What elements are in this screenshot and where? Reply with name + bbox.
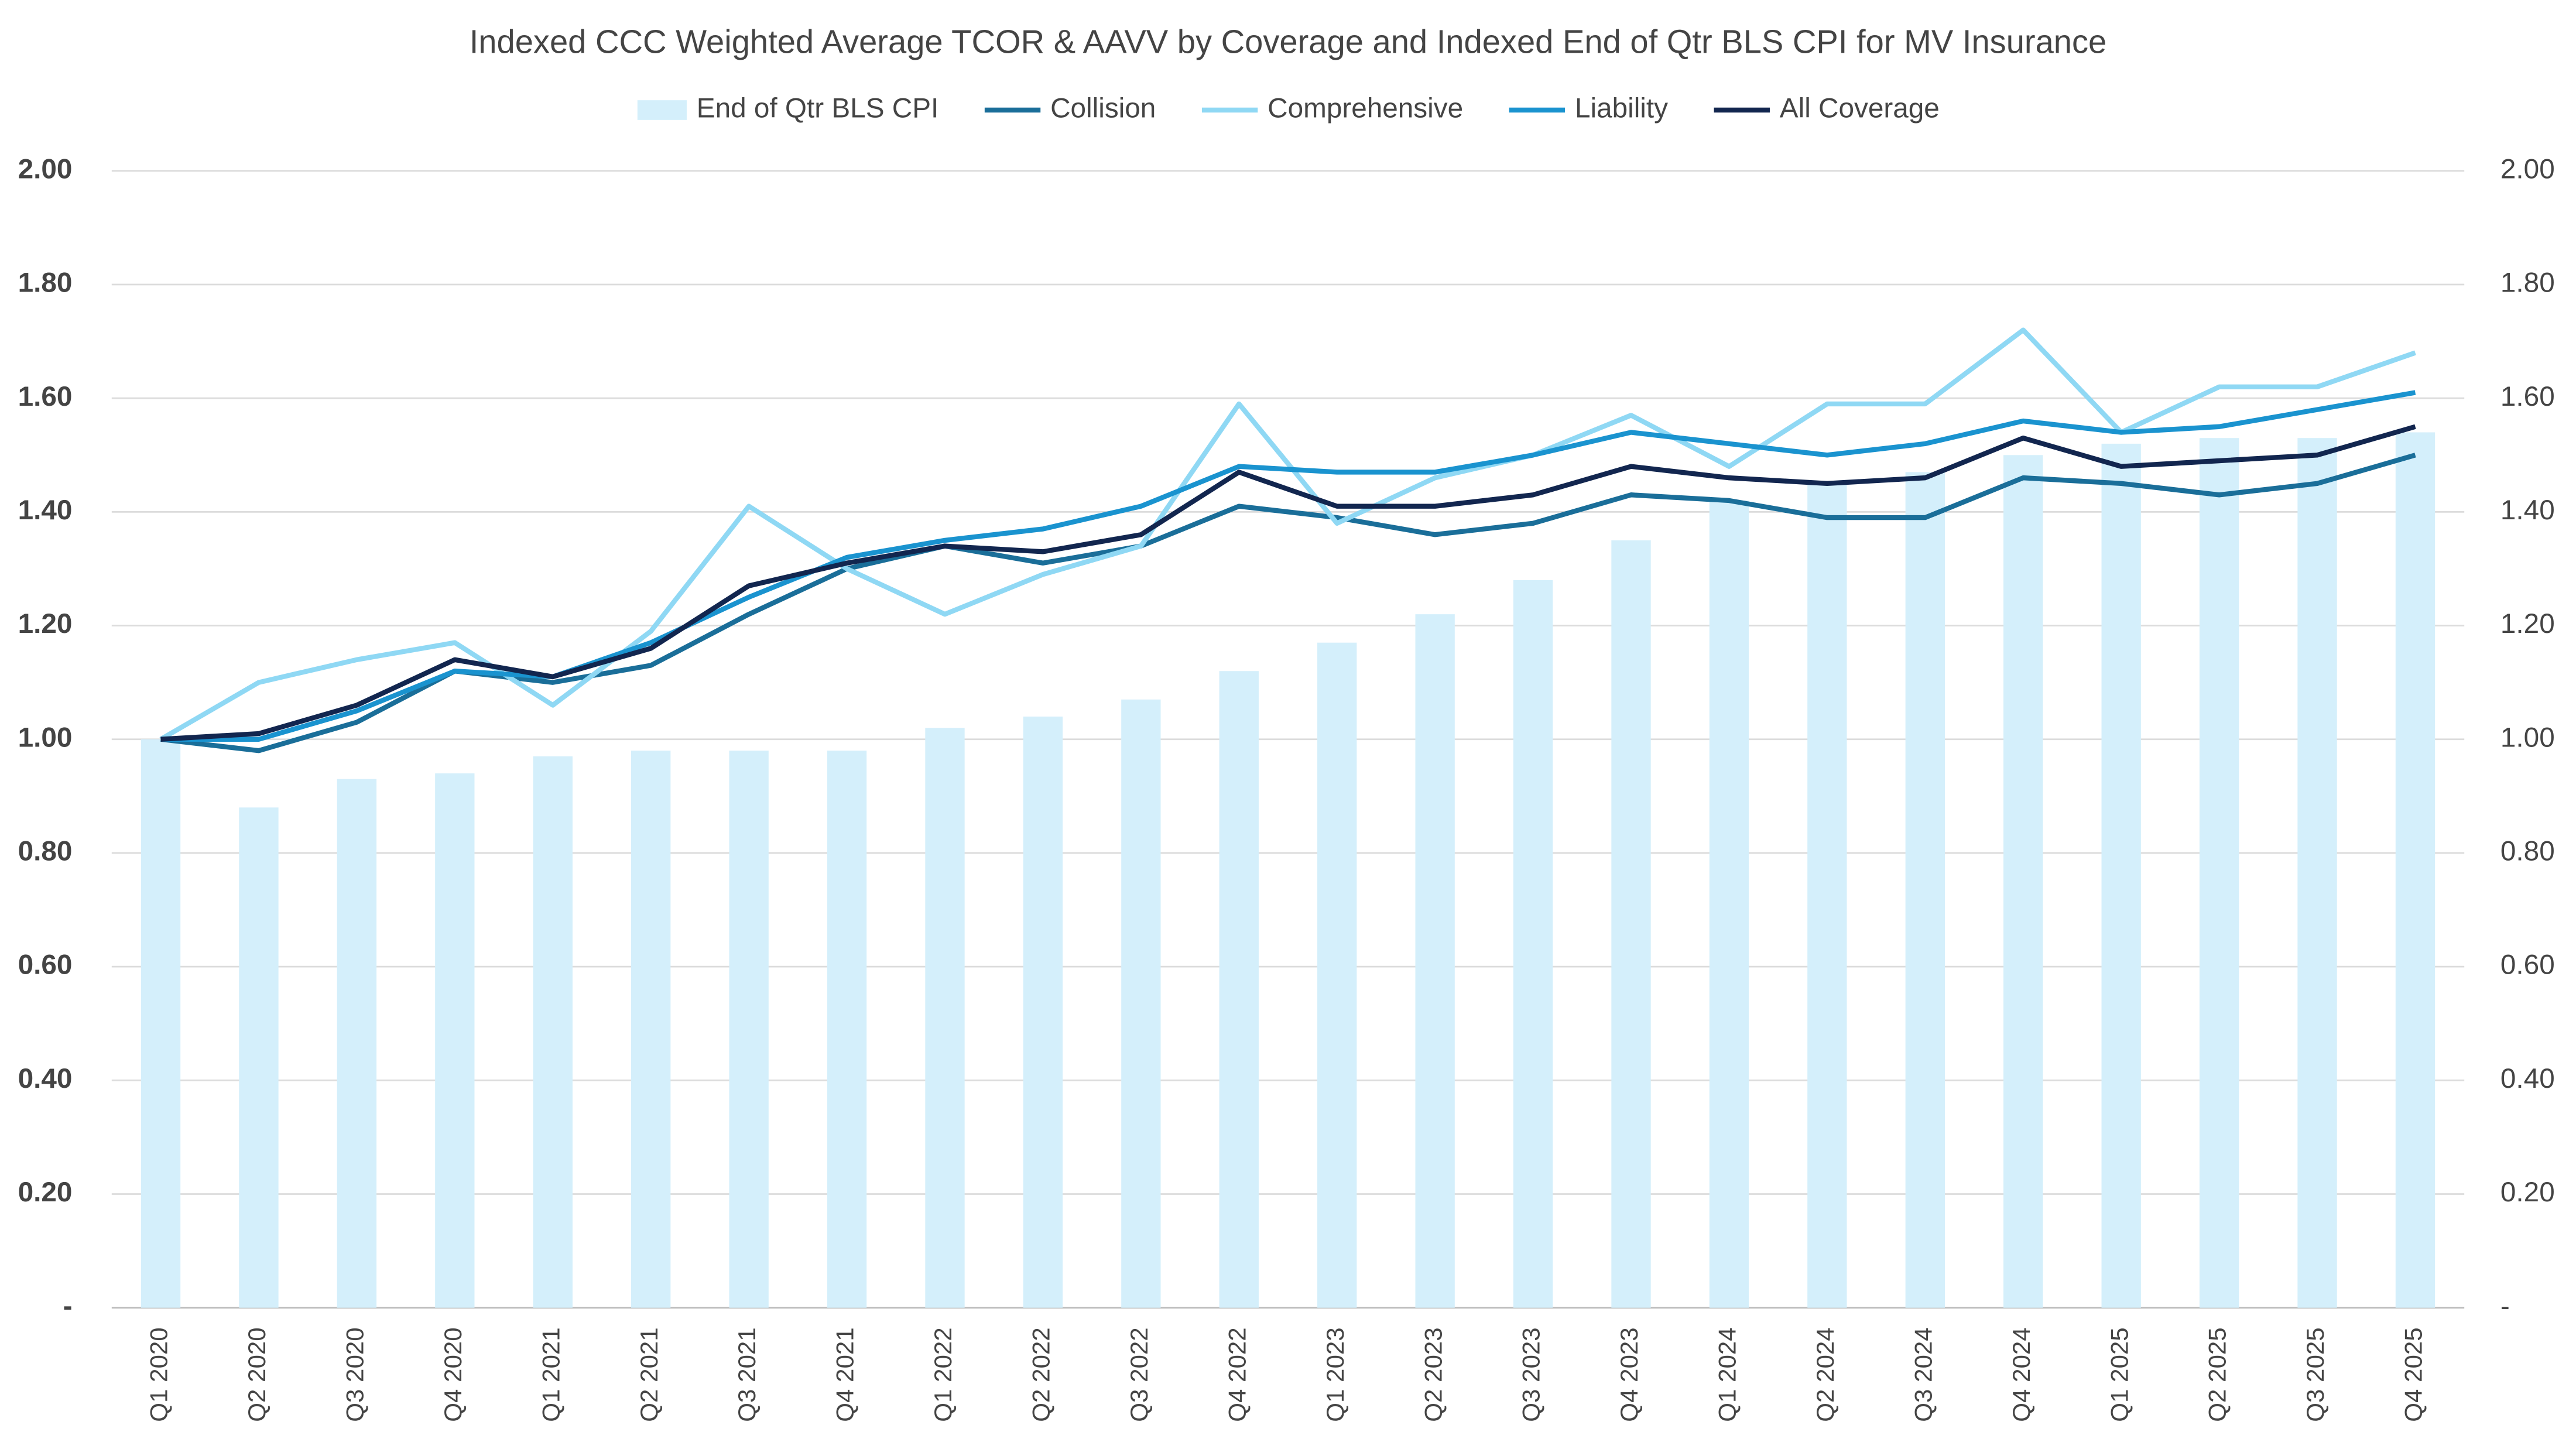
bar xyxy=(2101,443,2141,1308)
y2-tick-label: 0.20 xyxy=(2500,1177,2555,1208)
bar xyxy=(533,756,573,1308)
legend-label: All Coverage xyxy=(1780,93,1940,124)
x-tick-label: Q2 2021 xyxy=(635,1327,663,1421)
x-tick-label: Q4 2020 xyxy=(439,1327,467,1421)
bar xyxy=(1709,500,1749,1308)
y2-tick-label: 0.40 xyxy=(2500,1063,2555,1094)
bar xyxy=(729,751,769,1308)
y-tick-label: 1.20 xyxy=(18,608,73,639)
bar xyxy=(1513,580,1553,1308)
bar xyxy=(141,739,181,1308)
line xyxy=(160,390,2416,742)
y2-tick-label: 1.40 xyxy=(2500,495,2555,526)
x-tick-label: Q1 2021 xyxy=(537,1327,564,1421)
bar xyxy=(2395,432,2435,1308)
y2-tick-label: 0.60 xyxy=(2500,950,2555,981)
x-tick-label: Q2 2022 xyxy=(1027,1327,1055,1421)
legend-label: Liability xyxy=(1575,93,1668,124)
x-tick-label: Q3 2022 xyxy=(1125,1327,1153,1421)
bar xyxy=(2297,438,2337,1308)
y-tick-label: 1.40 xyxy=(18,495,73,526)
x-tick-label: Q3 2021 xyxy=(733,1327,761,1421)
x-tick-label: Q4 2021 xyxy=(831,1327,859,1421)
bar xyxy=(2199,438,2239,1308)
y2-tick-label: 1.80 xyxy=(2500,268,2555,299)
x-tick-label: Q3 2020 xyxy=(341,1327,369,1421)
y2-tick-label: - xyxy=(2500,1290,2510,1321)
bar xyxy=(1415,614,1455,1308)
bar xyxy=(827,751,867,1308)
y-tick-label: 2.00 xyxy=(18,153,73,184)
x-tick-label: Q4 2022 xyxy=(1223,1327,1251,1421)
bar xyxy=(1905,472,1945,1308)
bar xyxy=(1611,540,1651,1308)
x-tick-label: Q3 2024 xyxy=(1909,1327,1937,1421)
y-tick-label: 1.80 xyxy=(18,268,73,299)
y2-tick-label: 1.00 xyxy=(2500,722,2555,753)
x-tick-label: Q1 2022 xyxy=(929,1327,957,1421)
bar xyxy=(1219,671,1259,1308)
grid xyxy=(111,170,2465,1309)
bar xyxy=(239,807,279,1308)
chart-title: Indexed CCC Weighted Average TCOR & AAVV… xyxy=(470,23,2107,60)
y-tick-label: 0.20 xyxy=(18,1177,73,1208)
x-tick-label: Q2 2023 xyxy=(1419,1327,1447,1421)
line xyxy=(160,424,2416,742)
line xyxy=(159,327,2416,742)
y-tick-label: 1.60 xyxy=(18,381,73,412)
y2-tick-label: 1.20 xyxy=(2500,608,2555,639)
y-tick-label: 0.60 xyxy=(18,950,73,981)
x-tick-label: Q4 2023 xyxy=(1615,1327,1643,1421)
y-tick-label: 1.00 xyxy=(18,722,73,753)
legend-label: Collision xyxy=(1050,93,1156,124)
x-tick-label: Q1 2020 xyxy=(145,1327,173,1421)
bar xyxy=(337,779,377,1308)
x-tick-label: Q2 2025 xyxy=(2204,1327,2231,1421)
bar xyxy=(1121,699,1161,1308)
legend-swatch xyxy=(637,100,687,120)
y2-tick-label: 2.00 xyxy=(2500,153,2555,184)
x-tick-label: Q2 2020 xyxy=(243,1327,270,1421)
x-tick-label: Q4 2025 xyxy=(2400,1327,2427,1421)
x-tick-label: Q3 2025 xyxy=(2301,1327,2329,1421)
y-tick-label: 0.40 xyxy=(18,1063,73,1094)
y-tick-label: 0.80 xyxy=(18,836,73,867)
bar xyxy=(1023,716,1063,1308)
y2-tick-label: 1.60 xyxy=(2500,381,2555,412)
bar xyxy=(1317,642,1357,1308)
legend-label: Comprehensive xyxy=(1268,93,1463,124)
x-tick-label: Q1 2025 xyxy=(2105,1327,2133,1421)
x-tick-label: Q2 2024 xyxy=(1811,1327,1839,1421)
line xyxy=(160,453,2416,753)
x-tick-label: Q1 2024 xyxy=(1714,1327,1741,1421)
bar xyxy=(435,773,475,1308)
y2-tick-label: 0.80 xyxy=(2500,836,2555,867)
bar xyxy=(631,751,671,1308)
x-tick-label: Q4 2024 xyxy=(2008,1327,2035,1421)
y-tick-label: - xyxy=(63,1290,73,1321)
bar xyxy=(925,728,965,1308)
x-tick-label: Q1 2023 xyxy=(1321,1327,1349,1421)
x-tick-label: Q3 2023 xyxy=(1517,1327,1545,1421)
bar xyxy=(1807,483,1847,1308)
legend-label: End of Qtr BLS CPI xyxy=(697,93,938,124)
bar xyxy=(2003,455,2043,1308)
